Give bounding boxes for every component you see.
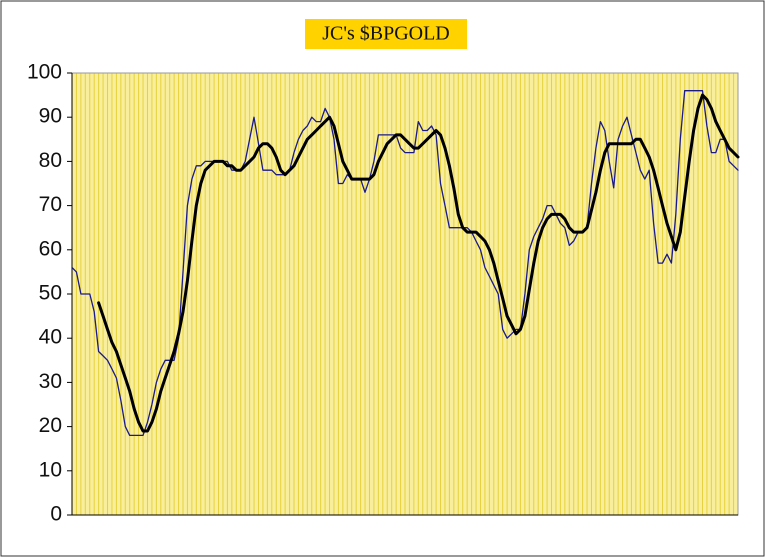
y-tick-label: 70 — [39, 193, 62, 216]
y-tick-label: 100 — [27, 61, 62, 84]
y-tick-label: 20 — [39, 414, 62, 437]
y-tick-label: 30 — [39, 370, 62, 393]
chart-title: JC's $BPGOLD — [322, 23, 450, 45]
y-tick-label: 80 — [39, 149, 62, 172]
series-line — [71, 90, 739, 437]
y-tick-label: 40 — [39, 326, 62, 349]
title-box — [305, 19, 467, 49]
y-tick-label: 90 — [39, 105, 62, 128]
y-tick-label: 60 — [39, 237, 62, 260]
series-line — [97, 93, 740, 433]
y-tick-label: 0 — [50, 503, 62, 526]
y-tick-label: 50 — [39, 282, 62, 305]
y-tick-label: 10 — [39, 458, 62, 481]
